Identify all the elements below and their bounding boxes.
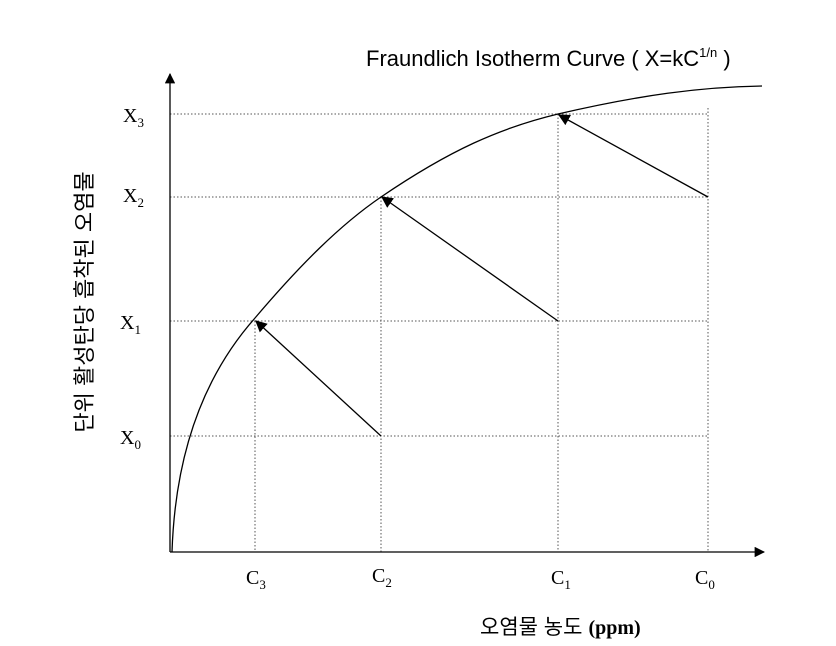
arrows: [255, 114, 709, 437]
x-level-label: C0: [695, 567, 715, 592]
x-level-label: C2: [372, 565, 392, 590]
x-level-label: C1: [551, 567, 571, 592]
y-level-label: X1: [120, 312, 141, 337]
title: Fraundlich Isotherm Curve ( X=kC1/n ): [366, 45, 731, 71]
y-axis-label: 단위 활성탄당 흡착된 오염물: [72, 171, 97, 432]
y-level-label: X0: [120, 427, 141, 452]
isotherm-curve: [171, 85, 763, 553]
guide-lines: [170, 108, 709, 552]
x-level-label: C3: [246, 567, 266, 592]
x-axis-label: 오염물 농도 (ppm): [480, 616, 641, 639]
y-level-label: X2: [123, 185, 144, 210]
y-level-label: X3: [123, 105, 144, 130]
